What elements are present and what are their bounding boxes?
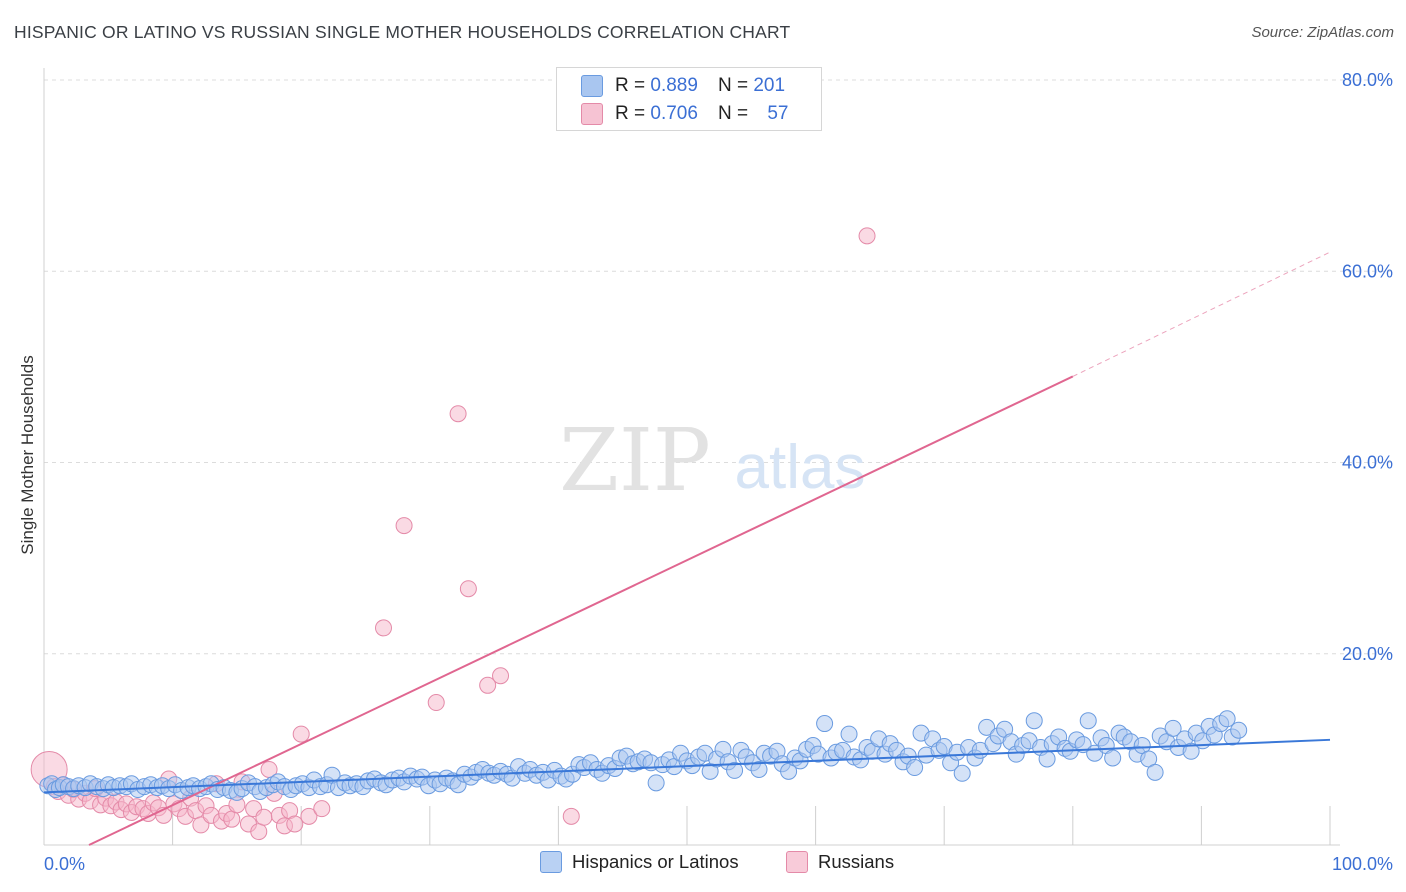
russians-point <box>449 405 467 423</box>
russians-point <box>300 807 318 825</box>
tick-labels: 20.0% 40.0% 60.0% 80.0% 0.0% 100.0% <box>44 70 1393 874</box>
axes <box>43 68 1340 846</box>
stats-legend: R = 0.889 N = 201 R = 0.706 N = 57 <box>556 67 822 131</box>
legend-row-hispanics: R = 0.889 N = 201 <box>581 73 785 99</box>
hispanics-point <box>1164 719 1182 737</box>
russians-point <box>250 823 268 841</box>
bottom-legend-russians: Russians <box>786 851 894 873</box>
legend-r-value: 0.889 <box>650 75 698 96</box>
russians-point <box>292 725 310 743</box>
hispanics-point <box>1038 750 1056 768</box>
bottom-legend-label-russians: Russians <box>818 851 895 872</box>
legend-n-value: 201 <box>753 75 786 96</box>
hispanics-point <box>647 774 665 792</box>
russians-point <box>492 667 510 685</box>
russians-point <box>255 808 273 826</box>
russians-trend-line <box>88 375 1074 846</box>
y-tick-label: 40.0% <box>1342 453 1393 473</box>
grid-lines <box>44 79 1392 655</box>
watermark: ZIP atlas <box>559 411 865 511</box>
legend-n-value: 57 <box>767 103 789 124</box>
hispanics-point <box>1146 763 1164 781</box>
hispanics-point <box>840 725 858 743</box>
hispanics-point <box>726 761 744 779</box>
russians-point <box>562 807 580 825</box>
hispanics-point <box>1104 749 1122 767</box>
hispanics-point <box>750 760 768 778</box>
legend-n-label: N = <box>717 103 749 124</box>
legend-r-label: R = <box>615 75 646 96</box>
legend-row-russians: R = 0.706 N = 57 <box>581 101 788 127</box>
y-tick-label: 60.0% <box>1342 261 1393 281</box>
x-tick-label: 0.0% <box>44 854 85 874</box>
watermark-zip: ZIP <box>559 411 711 511</box>
russians-point <box>313 800 331 818</box>
hispanics-point <box>953 764 971 782</box>
russians-point <box>858 227 876 245</box>
russians-point <box>459 580 477 598</box>
hispanics-point <box>1079 712 1097 730</box>
russians-point <box>375 619 393 637</box>
legend-r-value: 0.706 <box>650 103 698 124</box>
chart-title: HISPANIC OR LATINO VS RUSSIAN SINGLE MOT… <box>14 22 791 42</box>
russians-point <box>427 694 445 712</box>
hispanics-trend-line <box>43 738 1331 794</box>
russians-point <box>479 676 497 694</box>
hispanics-point <box>978 718 996 736</box>
russians-trend-extension <box>1072 251 1331 377</box>
x-tick-label: 100.0% <box>1332 854 1393 874</box>
hispanics-point <box>906 759 924 777</box>
hispanics-points <box>39 710 1248 801</box>
watermark-atlas: atlas <box>735 433 866 502</box>
hispanics-point <box>1218 710 1236 728</box>
trend-lines <box>43 251 1331 846</box>
legend-swatch-blue <box>581 75 603 97</box>
bottom-legend-hispanics: Hispanics or Latinos <box>540 851 739 873</box>
bottom-legend-label-hispanics: Hispanics or Latinos <box>572 851 739 872</box>
legend-r-label: R = <box>615 103 646 124</box>
hispanics-point <box>1025 712 1043 730</box>
bottom-legend-swatch-blue <box>540 851 562 873</box>
legend-swatch-pink <box>581 103 603 125</box>
russians-point <box>286 815 304 833</box>
hispanics-point <box>1230 721 1248 739</box>
y-tick-label: 80.0% <box>1342 70 1393 90</box>
hispanics-point <box>1074 736 1092 754</box>
russians-point <box>395 517 413 535</box>
hispanics-point <box>1182 742 1200 760</box>
russians-point <box>223 810 241 828</box>
source-label: Source: ZipAtlas.com <box>1251 24 1394 41</box>
legend-n-label: N = <box>717 75 749 96</box>
hispanics-point <box>816 715 834 733</box>
y-tick-label: 20.0% <box>1342 644 1393 664</box>
bottom-legend-swatch-pink <box>786 851 808 873</box>
